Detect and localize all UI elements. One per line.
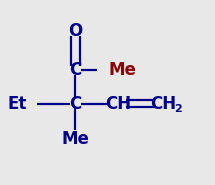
Text: CH: CH	[105, 95, 131, 113]
Text: C: C	[69, 95, 81, 113]
Text: 2: 2	[174, 104, 181, 114]
Text: Et: Et	[8, 95, 27, 113]
Text: Me: Me	[109, 61, 137, 79]
Text: C: C	[69, 61, 81, 79]
Text: Me: Me	[61, 130, 89, 148]
Text: CH: CH	[150, 95, 177, 113]
Text: O: O	[68, 22, 82, 41]
